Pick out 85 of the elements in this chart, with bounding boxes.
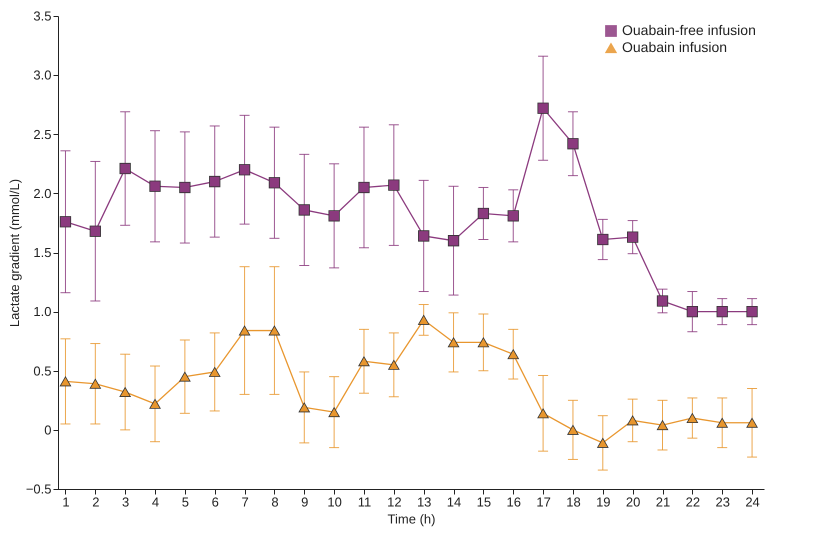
point <box>686 306 698 318</box>
point <box>388 179 400 191</box>
point <box>746 418 758 428</box>
point <box>120 387 131 397</box>
legend-label: Ouabain-free infusion <box>622 22 756 38</box>
point <box>597 234 608 246</box>
point <box>746 306 758 318</box>
x-tick-label: 20 <box>626 494 640 510</box>
point <box>448 337 460 348</box>
x-tick-label: 17 <box>536 494 551 510</box>
point <box>328 407 340 418</box>
x-tick-label: 24 <box>745 494 760 510</box>
point <box>328 210 340 222</box>
point <box>358 356 370 366</box>
point <box>268 326 280 336</box>
point <box>537 408 549 418</box>
point <box>418 314 430 325</box>
x-tick-label: 9 <box>301 494 308 510</box>
point <box>686 413 698 423</box>
point <box>627 415 638 426</box>
x-tick-label: 16 <box>506 494 521 510</box>
x-tick-label: 4 <box>152 494 160 510</box>
point <box>478 208 490 220</box>
x-tick-label: 14 <box>446 494 462 510</box>
x-tick-label: 7 <box>241 494 249 510</box>
x-tick-label: 15 <box>476 494 492 510</box>
point <box>60 376 72 386</box>
point <box>149 398 161 409</box>
point <box>179 372 191 382</box>
y-tick-label: 0.5 <box>33 363 52 378</box>
point <box>627 231 638 243</box>
point <box>238 164 250 176</box>
point <box>656 420 668 430</box>
point <box>656 295 668 307</box>
legend-label: Ouabain infusion <box>622 39 728 55</box>
x-tick-label: 21 <box>656 494 670 510</box>
point <box>716 418 728 428</box>
y-axis-title: Lactate gradient (mmol/L) <box>6 178 22 328</box>
point <box>120 162 131 174</box>
x-tick-label: 5 <box>182 494 189 510</box>
point <box>597 438 608 448</box>
point <box>149 180 161 192</box>
x-tick-label: 2 <box>92 494 100 510</box>
point <box>448 235 460 246</box>
x-tick-label: 18 <box>566 494 581 510</box>
x-tick-label: 13 <box>416 494 432 510</box>
point <box>209 176 220 188</box>
point <box>508 349 519 360</box>
x-tick-label: 11 <box>358 494 372 510</box>
point <box>209 366 220 377</box>
point <box>179 182 191 194</box>
point <box>90 226 101 237</box>
x-tick-label: 6 <box>212 494 219 510</box>
y-tick-label: 3.0 <box>33 68 52 83</box>
point <box>238 326 250 336</box>
point <box>298 402 310 412</box>
x-tick-label: 23 <box>715 494 730 510</box>
x-axis-title: Time (h) <box>388 512 436 526</box>
y-tick-label: 3.5 <box>33 8 52 24</box>
x-tick-label: 1 <box>62 494 70 510</box>
point <box>298 204 310 216</box>
x-tick-label: 19 <box>596 494 611 510</box>
x-tick-label: 12 <box>387 494 402 510</box>
y-tick-label: 0 <box>44 422 52 438</box>
point <box>567 138 579 150</box>
point <box>388 360 400 370</box>
x-tick-label: 3 <box>122 494 130 510</box>
y-tick-label: 1.0 <box>33 304 52 320</box>
y-tick-label: 2.0 <box>33 186 52 201</box>
y-tick-label: 1.5 <box>33 245 52 260</box>
point <box>358 182 370 194</box>
y-tick-label: −0.5 <box>26 482 52 496</box>
x-tick-label: 10 <box>327 494 342 510</box>
point <box>478 337 490 348</box>
point <box>567 424 579 435</box>
y-tick-label: 2.5 <box>33 126 52 142</box>
point <box>90 378 101 389</box>
point <box>716 306 728 318</box>
point <box>268 177 280 188</box>
point <box>60 216 72 228</box>
point <box>537 102 549 114</box>
point <box>508 210 519 222</box>
x-tick-label: 22 <box>686 494 700 510</box>
point <box>418 230 430 242</box>
x-tick-label: 8 <box>271 494 279 510</box>
